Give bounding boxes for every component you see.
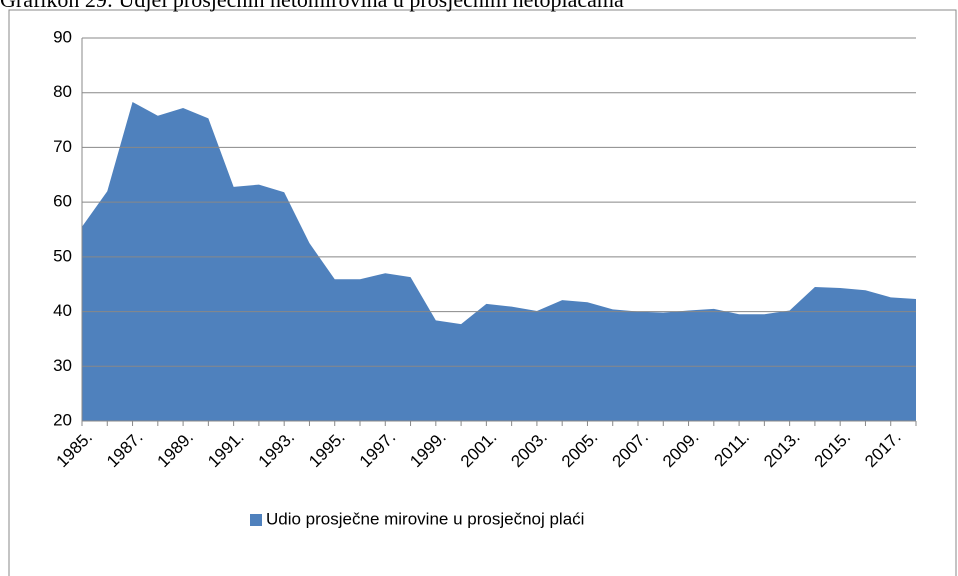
chart-title: Grafikon 29: Udjel prosječnih netomirovi… — [0, 0, 624, 12]
x-tick-label: 2009. — [659, 428, 703, 472]
x-tick-label: 2007. — [608, 428, 652, 472]
x-tick-label: 2017. — [861, 428, 905, 472]
x-tick-label: 2005. — [558, 428, 602, 472]
x-tick-label: 1987. — [103, 428, 147, 472]
y-tick-label: 60 — [53, 192, 72, 211]
legend-swatch — [250, 514, 262, 526]
x-tick-label: 2015. — [811, 428, 855, 472]
x-tick-label: 2013. — [760, 428, 804, 472]
x-tick-label: 1999. — [406, 428, 450, 472]
x-tick-label: 1985. — [52, 428, 96, 472]
legend-label: Udio prosječne mirovine u prosječnoj pla… — [266, 509, 584, 528]
x-tick-label: 2001. — [457, 428, 501, 472]
x-tick-label: 1989. — [154, 428, 198, 472]
x-tick-label: 1995. — [305, 428, 349, 472]
y-tick-label: 70 — [53, 137, 72, 156]
area — [82, 102, 916, 421]
chart-frame — [8, 9, 957, 576]
y-tick-label: 40 — [53, 301, 72, 320]
y-tick-label: 80 — [53, 82, 72, 101]
x-tick-label: 1991. — [204, 428, 248, 472]
x-tick-label: 2003. — [507, 428, 551, 472]
title-background — [0, 0, 958, 9]
y-tick-label: 30 — [53, 356, 72, 375]
y-tick-label: 20 — [53, 410, 72, 429]
x-tick-label: 2011. — [710, 428, 753, 471]
y-tick-label: 90 — [53, 27, 72, 46]
x-tick-label: 1993. — [255, 428, 299, 472]
x-tick-label: 1997. — [356, 428, 400, 472]
y-tick-label: 50 — [53, 246, 72, 265]
